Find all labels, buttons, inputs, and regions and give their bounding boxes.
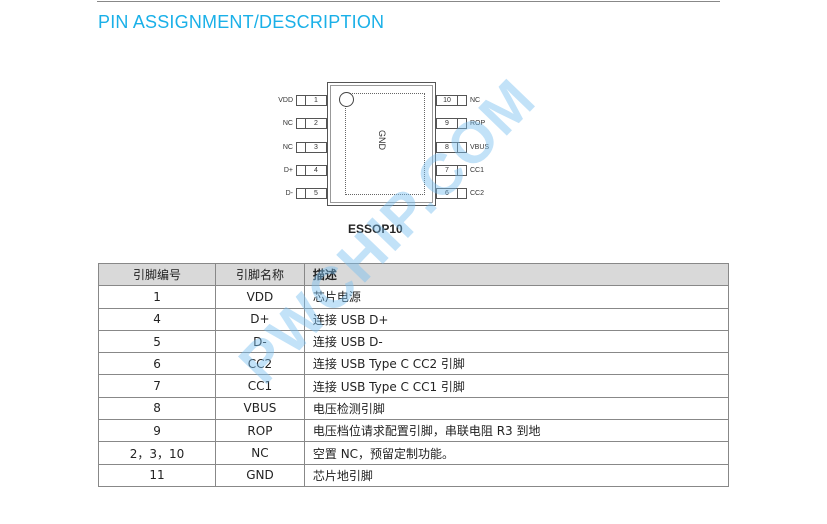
table-cell: 1 [97, 285, 217, 309]
pin-name: NC [282, 143, 293, 151]
pin-name: VDD [278, 96, 293, 104]
table-cell: 4 [97, 307, 217, 331]
pin-number: 8 [445, 143, 449, 151]
pin-lead: 3 [296, 141, 327, 153]
pin-name: CC1 [470, 166, 485, 174]
table-cell: 5 [97, 329, 217, 354]
table-row: 4 D+ 连接 USB D+ [97, 307, 730, 331]
column-header: 引脚名称 [215, 262, 305, 287]
table-cell: 芯片电源 [303, 285, 730, 309]
table-cell: 连接 USB D- [303, 329, 730, 354]
table-row: 9 ROP 电压档位请求配置引脚，串联电阻 R3 到地 [97, 419, 730, 443]
pin-name: NC [282, 119, 293, 127]
table-cell: 9 [97, 419, 217, 443]
pin-10: 10 NC [436, 94, 481, 106]
pin-number: 7 [445, 166, 449, 174]
table-cell: 空置 NC，预留定制功能。 [303, 441, 730, 465]
section-title: PIN ASSIGNMENT/DESCRIPTION [98, 12, 385, 32]
pin-lead: 5 [296, 187, 327, 199]
pin-lead: 8 [436, 141, 467, 153]
table-cell: VDD [215, 285, 305, 309]
column-header: 描述 [303, 262, 730, 287]
table-cell: 6 [97, 352, 217, 376]
pin-name: ROP [470, 119, 486, 127]
chip-body: GND [327, 82, 436, 206]
top-rule [97, 1, 720, 2]
pin-name: D- [285, 189, 293, 197]
pin-table: 引脚编号 引脚名称 描述 1 VDD 芯片电源 4 D+ 连接 USB D+ 5 D- 连接 USB… [97, 262, 730, 487]
pin-3: NC 3 [270, 141, 327, 153]
table-cell: VBUS [215, 396, 305, 421]
pin-name: CC2 [470, 189, 485, 197]
pin-number: 2 [314, 119, 318, 127]
pin-lead: 9 [436, 117, 467, 129]
table-row: 5 D- 连接 USB D- [97, 329, 730, 354]
pin-number: 10 [443, 96, 451, 104]
table-cell: GND [215, 463, 305, 487]
pin-2: NC 2 [270, 117, 327, 129]
table-row: 6 CC2 连接 USB Type C CC2 引脚 [97, 352, 730, 376]
pin-name: VBUS [470, 143, 490, 151]
table-cell: ROP [215, 419, 305, 443]
pin-number: 6 [445, 189, 449, 197]
pin-number: 9 [445, 119, 449, 127]
table-cell: 7 [97, 374, 217, 398]
pin-lead: 7 [436, 164, 467, 176]
column-header: 引脚编号 [97, 262, 217, 287]
pin-8: 8 VBUS [436, 141, 490, 153]
table-cell: 芯片地引脚 [303, 463, 730, 487]
table-cell: CC2 [215, 352, 305, 376]
pin-4: D+ 4 [270, 164, 327, 176]
pin-lead: 4 [296, 164, 327, 176]
pin-lead: 2 [296, 117, 327, 129]
pin-lead: 1 [296, 94, 327, 106]
table-cell: 连接 USB Type C CC2 引脚 [303, 352, 730, 376]
table-cell: 电压档位请求配置引脚，串联电阻 R3 到地 [303, 419, 730, 443]
table-cell: 电压检测引脚 [303, 396, 730, 421]
pad-label: GND [377, 130, 387, 150]
table-row: 11 GND 芯片地引脚 [97, 463, 730, 487]
table-cell: D- [215, 329, 305, 354]
package-name: ESSOP10 [348, 222, 403, 236]
table-cell: 2，3，10 [97, 441, 217, 465]
table-cell: 11 [97, 463, 217, 487]
pin-9: 9 ROP [436, 117, 486, 129]
exposed-pad [345, 93, 425, 195]
table-cell: CC1 [215, 374, 305, 398]
table-cell: D+ [215, 307, 305, 331]
pin1-marker [339, 92, 354, 107]
pin-number: 3 [314, 143, 318, 151]
pin-5: D- 5 [270, 187, 327, 199]
table-cell: 连接 USB D+ [303, 307, 730, 331]
pin-name: NC [470, 96, 481, 104]
table-row: 1 VDD 芯片电源 [97, 285, 730, 309]
pin-1: VDD 1 [270, 94, 327, 106]
pin-name: D+ [283, 166, 293, 174]
pin-number: 5 [314, 189, 318, 197]
table-cell: 8 [97, 396, 217, 421]
pin-lead: 10 [436, 94, 467, 106]
table-row: 7 CC1 连接 USB Type C CC1 引脚 [97, 374, 730, 398]
pin-number: 1 [314, 96, 318, 104]
pin-7: 7 CC1 [436, 164, 485, 176]
pin-6: 6 CC2 [436, 187, 485, 199]
pin-number: 4 [314, 166, 318, 174]
table-cell: NC [215, 441, 305, 465]
table-row: 2，3，10 NC 空置 NC，预留定制功能。 [97, 441, 730, 465]
pin-lead: 6 [436, 187, 467, 199]
table-cell: 连接 USB Type C CC1 引脚 [303, 374, 730, 398]
table-row: 8 VBUS 电压检测引脚 [97, 396, 730, 421]
